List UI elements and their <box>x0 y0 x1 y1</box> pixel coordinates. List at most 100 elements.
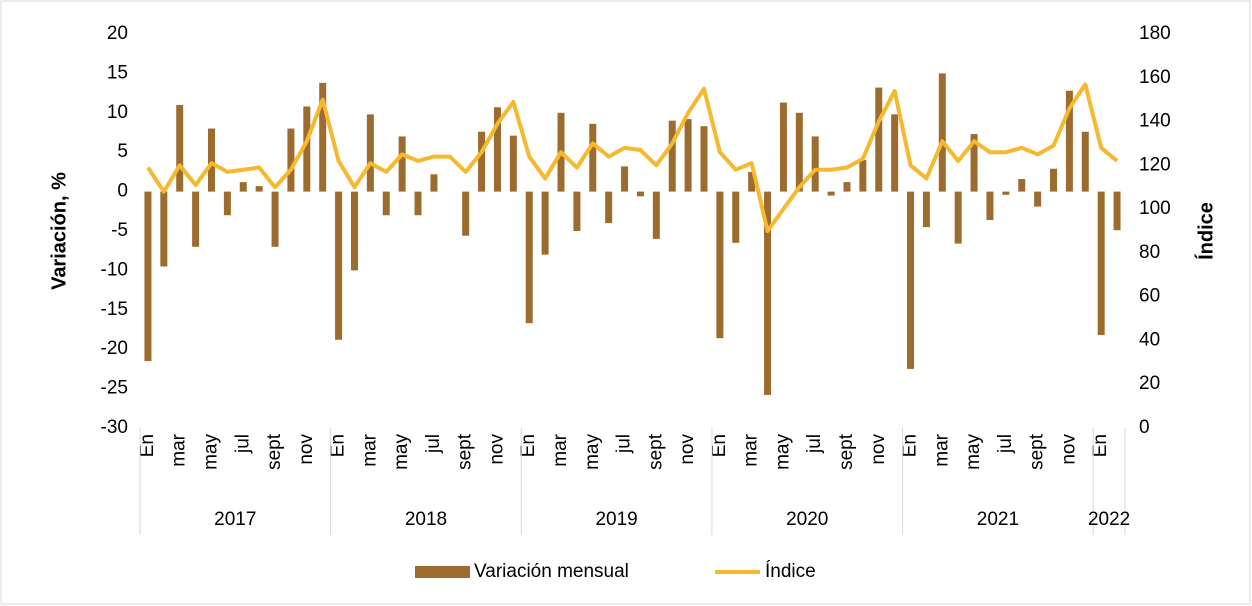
bar <box>160 191 168 267</box>
x-tick-label: mar <box>550 433 571 466</box>
x-tick-label: may <box>582 434 603 470</box>
bar <box>382 191 390 216</box>
bar <box>986 191 994 220</box>
y2-tick-label: 160 <box>1139 67 1171 88</box>
y2-tick-label: 20 <box>1139 373 1160 394</box>
bar <box>287 128 295 192</box>
y2-tick-label: 120 <box>1139 154 1171 175</box>
y-tick-label: -5 <box>111 220 128 241</box>
bar <box>748 171 756 192</box>
x-tick-label: may <box>963 434 984 470</box>
x-tick-label: mar <box>359 433 380 466</box>
bar <box>462 191 470 236</box>
x-tick-label: may <box>201 434 222 470</box>
y-tick-label: 20 <box>107 23 128 44</box>
x-tick-label: En <box>709 434 730 457</box>
x-tick-label: sept <box>1027 433 1048 470</box>
bar <box>652 191 660 239</box>
group-label: 2021 <box>977 509 1019 530</box>
group-label: 2018 <box>405 509 447 530</box>
bar <box>684 119 692 192</box>
x-tick-label: mar <box>741 433 762 466</box>
y2-tick-label: 60 <box>1139 286 1160 307</box>
bar <box>478 131 486 192</box>
bar <box>1081 131 1089 192</box>
legend-swatch <box>415 566 470 578</box>
x-tick-label: En <box>900 434 921 457</box>
bar <box>271 191 279 247</box>
y2-tick-label: 0 <box>1139 417 1150 438</box>
bar <box>795 112 803 192</box>
bar <box>573 191 581 231</box>
bar <box>525 191 533 324</box>
bar <box>1050 168 1058 192</box>
x-tick-label: jul <box>614 434 635 454</box>
bar <box>192 191 200 247</box>
bar <box>907 191 915 369</box>
bar <box>303 106 311 192</box>
bar <box>636 191 644 197</box>
y2-tick-label: 140 <box>1139 111 1171 132</box>
y-tick-label: 5 <box>117 141 128 162</box>
bar <box>207 128 215 192</box>
bar <box>732 191 740 243</box>
y-tick-label: -25 <box>101 378 128 399</box>
group-label: 2020 <box>786 509 828 530</box>
x-tick-label: jul <box>423 434 444 454</box>
y2-tick-label: 180 <box>1139 23 1171 44</box>
x-tick-label: sept <box>645 433 666 470</box>
x-tick-label: En <box>1090 434 1111 457</box>
bar <box>922 191 930 228</box>
y-tick-label: -10 <box>101 259 128 280</box>
x-tick-label: En <box>328 434 349 457</box>
x-tick-label: sept <box>836 433 857 470</box>
y2-tick-label: 100 <box>1139 198 1171 219</box>
bar <box>398 136 406 192</box>
bar <box>859 160 867 192</box>
x-tick-label: sept <box>455 433 476 470</box>
x-tick-label: nov <box>677 434 698 465</box>
bar <box>954 191 962 244</box>
bar <box>1065 90 1073 192</box>
bar <box>335 191 343 340</box>
bar <box>938 73 946 192</box>
x-tick-label: nov <box>868 434 889 465</box>
y-tick-label: 0 <box>117 181 128 202</box>
y2-tick-label: 80 <box>1139 242 1160 263</box>
bar <box>605 191 613 224</box>
bar <box>350 191 358 271</box>
bar <box>255 186 263 192</box>
x-tick-label: sept <box>264 433 285 470</box>
bar <box>716 191 724 339</box>
group-label: 2019 <box>595 509 637 530</box>
bar <box>414 191 422 216</box>
bar <box>239 182 247 192</box>
group-label: 2022 <box>1088 509 1130 530</box>
bar <box>811 136 819 192</box>
bar <box>1097 191 1105 336</box>
bar <box>764 191 772 395</box>
x-tick-label: jul <box>232 434 253 454</box>
bar <box>779 102 787 192</box>
y-axis-title: Variación, % <box>48 172 70 290</box>
bar <box>430 174 438 192</box>
line <box>146 82 1119 233</box>
bar <box>970 134 978 192</box>
bar <box>1018 178 1026 192</box>
bar <box>621 166 629 192</box>
x-tick-label: En <box>137 434 158 457</box>
bar <box>700 126 708 192</box>
x-tick-label: En <box>518 434 539 457</box>
bar <box>1002 191 1010 195</box>
bar <box>509 135 517 192</box>
y2-axis-title: Índice <box>1194 202 1217 260</box>
x-tick-label: nov <box>296 434 317 465</box>
bar <box>223 191 231 216</box>
bar <box>668 120 676 192</box>
legend-label: Variación mensual <box>474 561 629 582</box>
bar <box>366 114 374 192</box>
x-tick-label: jul <box>995 434 1016 454</box>
y-tick-label: -20 <box>101 338 128 359</box>
legend-label: Índice <box>765 561 816 582</box>
